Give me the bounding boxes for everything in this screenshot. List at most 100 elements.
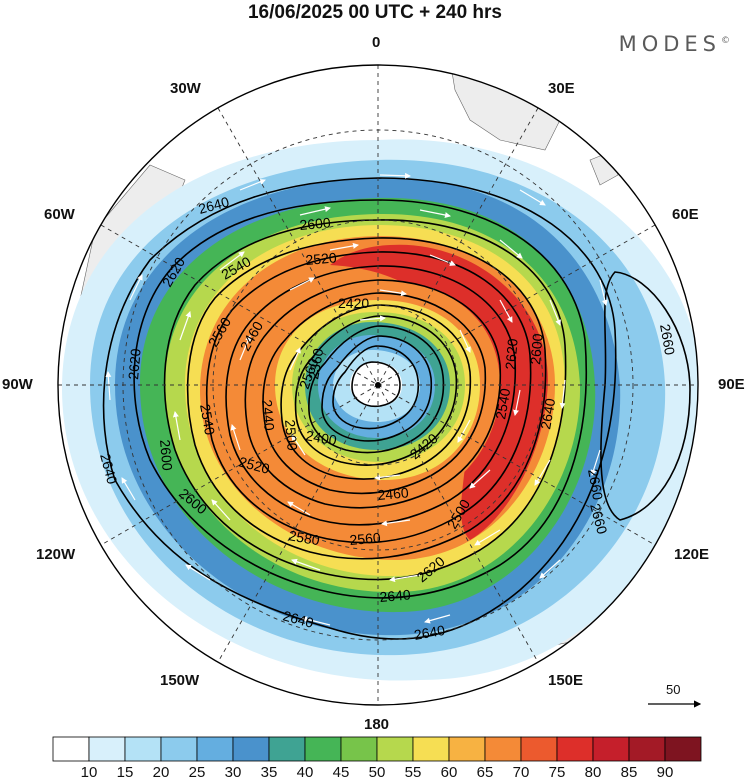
lon-label-150e: 150E (548, 672, 584, 689)
meridian-60w-120e (100, 224, 656, 546)
colorbar-swatch (268, 736, 306, 762)
colorbar-swatch (376, 736, 414, 762)
contour-2560 (205, 251, 532, 544)
contour-label: 2640 (97, 452, 121, 486)
contour-label: 2600 (527, 333, 546, 366)
meridian-60e-120w (100, 224, 656, 546)
contour-label: 2540 (492, 387, 513, 421)
colorbar-swatch (592, 736, 630, 762)
vector (105, 371, 112, 401)
contour-label: 2420 (338, 295, 369, 311)
contour-label: 2400 (304, 427, 338, 448)
colorbar-tick-label: 35 (260, 764, 278, 781)
colorbar-swatch (160, 736, 198, 762)
colorbar-swatch (664, 736, 702, 762)
vector (590, 449, 601, 476)
colorbar-swatch (304, 736, 342, 762)
contour-2600 (163, 219, 567, 581)
vector (291, 558, 321, 571)
map-disc (58, 65, 698, 705)
vector (239, 335, 251, 361)
contour-label: 2620 (502, 338, 521, 371)
contour-2460 (294, 315, 458, 466)
lon-label-180: 180 (364, 716, 390, 733)
colorbar-tick-label: 20 (152, 764, 170, 781)
contour-label: 2640 (281, 607, 315, 631)
vector (389, 574, 421, 583)
lon-label-150w: 150W (160, 672, 200, 689)
vector (291, 434, 306, 456)
vector (185, 564, 211, 581)
height-contours (102, 177, 691, 640)
contour-label: 2360 (305, 347, 326, 381)
vector (172, 411, 181, 441)
lon-label-60w: 60W (44, 206, 75, 223)
colorbar (52, 736, 702, 762)
colorbar-tick-label: 10 (80, 764, 98, 781)
contour-2660-east (600, 271, 691, 521)
vector (457, 419, 471, 443)
vector (359, 315, 386, 322)
contour-label: 2500 (282, 419, 301, 452)
colorbar-swatch (448, 736, 486, 762)
reference-vector-label: 50 (666, 682, 681, 697)
vector (549, 299, 561, 326)
vector (499, 299, 513, 323)
colorbar-swatch (412, 736, 450, 762)
contour-label: 2640 (413, 622, 447, 643)
vector (329, 242, 359, 251)
colorbar-swatch (88, 736, 126, 762)
contour-2520 (244, 279, 502, 509)
vector (499, 239, 523, 259)
colorbar-tick-label: 85 (620, 764, 638, 781)
vector (219, 251, 245, 271)
vector (379, 289, 407, 297)
colorbar-tick-label: 15 (116, 764, 134, 781)
vector (239, 179, 266, 191)
contour-label: 2520 (237, 453, 271, 477)
contour-label: 2460 (377, 484, 410, 503)
vector (179, 311, 192, 341)
vector (424, 614, 451, 624)
meridian-30e-150w (217, 107, 539, 663)
contour-label: 2660 (587, 502, 611, 536)
colorbar-tick-label: 70 (512, 764, 530, 781)
vector (289, 277, 315, 291)
vector (129, 274, 143, 301)
vector (230, 424, 241, 451)
contour-label: 2640 (197, 193, 231, 217)
lon-label-90e: 90E (718, 376, 745, 393)
pole-marker (375, 382, 381, 388)
lon-label-90w: 90W (2, 376, 33, 393)
colorbar-tick-label: 80 (584, 764, 602, 781)
vector (381, 519, 411, 527)
contour-label: 2660 (657, 323, 678, 357)
contour-2400 (332, 345, 420, 430)
contour-label: 2600 (299, 214, 332, 233)
vector (379, 172, 411, 179)
contour-label: 2440 (259, 399, 278, 432)
vector (287, 501, 311, 516)
contour-label: 2540 (197, 403, 218, 437)
contour-label: 2640 (537, 397, 558, 431)
contour-label: 2620 (125, 348, 144, 381)
colorbar-swatch (124, 736, 162, 762)
contour-label: 2660 (585, 468, 606, 502)
vector (513, 389, 521, 416)
lon-label-30e: 30E (548, 80, 575, 97)
colorbar-tick-label: 65 (476, 764, 494, 781)
contour-2440 (308, 325, 445, 454)
contour-label: 2520 (305, 249, 338, 268)
map-title: 16/06/2025 00 UTC + 240 hrs (247, 2, 503, 23)
vector (469, 469, 491, 489)
colorbar-tick-label: 60 (440, 764, 458, 781)
contour-label: 2640 (379, 586, 412, 605)
new-zealand-land (639, 659, 666, 705)
vector (121, 477, 136, 501)
contour-2360 (351, 361, 401, 408)
lon-label-0: 0 (372, 34, 381, 51)
vector (301, 616, 331, 626)
colorbar-swatch (556, 736, 594, 762)
colorbar-tick-label: 90 (656, 764, 674, 781)
colorbar-swatch (340, 736, 378, 762)
